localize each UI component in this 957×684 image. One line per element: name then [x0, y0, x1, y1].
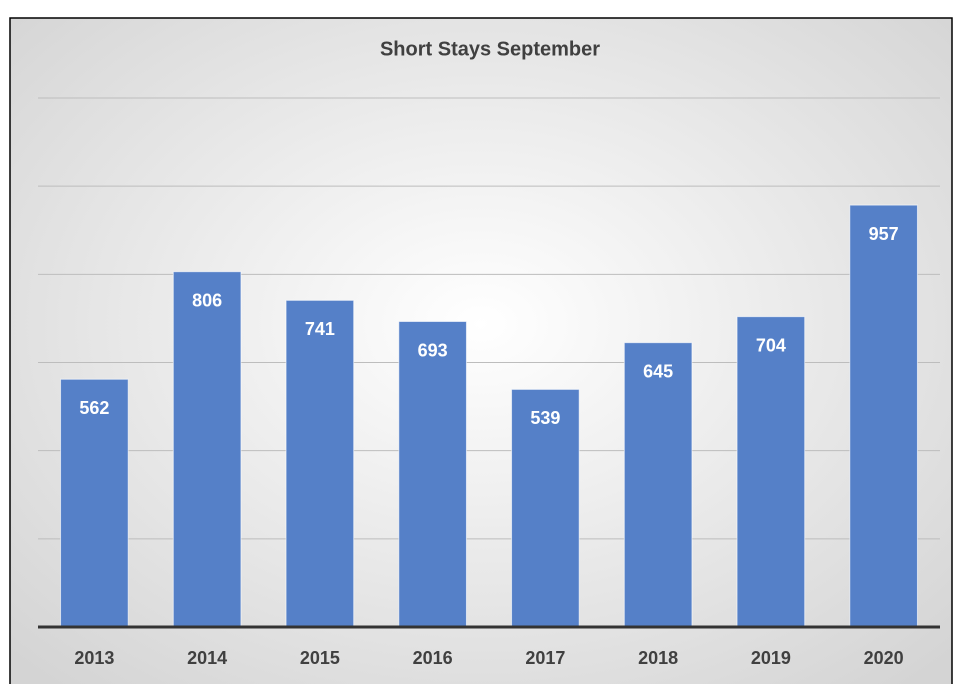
- chart-title: Short Stays September: [380, 38, 600, 60]
- x-tick-label: 2015: [300, 648, 340, 668]
- bar: [511, 388, 580, 628]
- data-label: 693: [418, 340, 448, 360]
- data-label: 539: [530, 408, 560, 428]
- x-tick-label: 2014: [187, 648, 227, 668]
- data-label: 957: [869, 224, 899, 244]
- bar: [849, 204, 918, 628]
- bar: [285, 299, 355, 628]
- x-tick-label: 2016: [413, 648, 453, 668]
- bar: [172, 271, 242, 628]
- data-label: 704: [756, 335, 786, 355]
- bar: [398, 321, 467, 628]
- bar: [623, 342, 693, 628]
- chart-frame: [9, 17, 953, 684]
- data-label: 806: [192, 290, 222, 310]
- bar: [736, 316, 806, 628]
- data-label: 741: [305, 319, 335, 339]
- x-tick-label: 2018: [638, 648, 678, 668]
- x-tick-label: 2019: [751, 648, 791, 668]
- x-tick-label: 2013: [74, 648, 114, 668]
- x-tick-label: 2020: [864, 648, 904, 668]
- x-tick-label: 2017: [525, 648, 565, 668]
- data-label: 562: [79, 398, 109, 418]
- data-label: 645: [643, 361, 673, 381]
